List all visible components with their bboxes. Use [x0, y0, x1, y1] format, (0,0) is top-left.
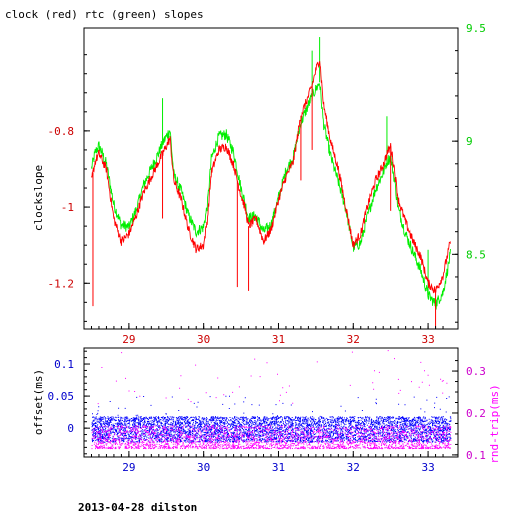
y-tick-label: -0.8 [48, 125, 75, 138]
x-tick-label: 31 [272, 333, 285, 346]
series-rtc-line [91, 82, 451, 311]
slope-plot-frame [83, 27, 459, 330]
y-axis-label-offset: offset(ms) [32, 369, 45, 435]
offset-panel: 0 0.05 0.1 0.1 0.2 0.3 29 30 31 32 33 offset(ms)… [32, 347, 501, 474]
y-tick-label: -1 [61, 201, 74, 214]
slope-panel: -1.2 -1 -0.8 8.5 9 9.5 29 30 31 32 33 clockslope [32, 22, 486, 346]
y-tick-label: 0 [67, 422, 74, 435]
y-tick-label: -1.2 [48, 277, 75, 290]
y2-tick-label: 0.2 [466, 407, 486, 420]
y-tick-label: 0.1 [54, 358, 74, 371]
x-tick-label: 32 [347, 461, 360, 474]
y2-tick-label: 0.1 [466, 449, 486, 462]
y2-axis-label-round-trip: rnd-trip(ms) [488, 384, 501, 463]
series-clock-line [91, 60, 451, 294]
x-tick-label: 29 [122, 461, 135, 474]
y2-tick-label: 9.5 [466, 22, 486, 35]
x-tick-label: 30 [197, 461, 210, 474]
x-tick-label: 33 [421, 333, 434, 346]
series-offset-points [91, 395, 452, 443]
x-tick-label: 31 [272, 461, 285, 474]
y2-tick-label: 8.5 [466, 248, 486, 261]
y2-tick-label: 0.3 [466, 365, 486, 378]
x-tick-label: 33 [421, 461, 434, 474]
x-tick-label: 32 [347, 333, 360, 346]
y-tick-label: 0.05 [48, 390, 75, 403]
chart-title: clock (red) rtc (green) slopes [5, 8, 204, 21]
footer-date-host: 2013-04-28 dilston [78, 501, 197, 512]
series-round-trip-points [91, 350, 452, 450]
y2-tick-label: 9 [466, 135, 473, 148]
x-tick-label: 30 [197, 333, 210, 346]
x-tick-label: 29 [122, 333, 135, 346]
y-axis-label-clockslope: clockslope [32, 165, 45, 231]
